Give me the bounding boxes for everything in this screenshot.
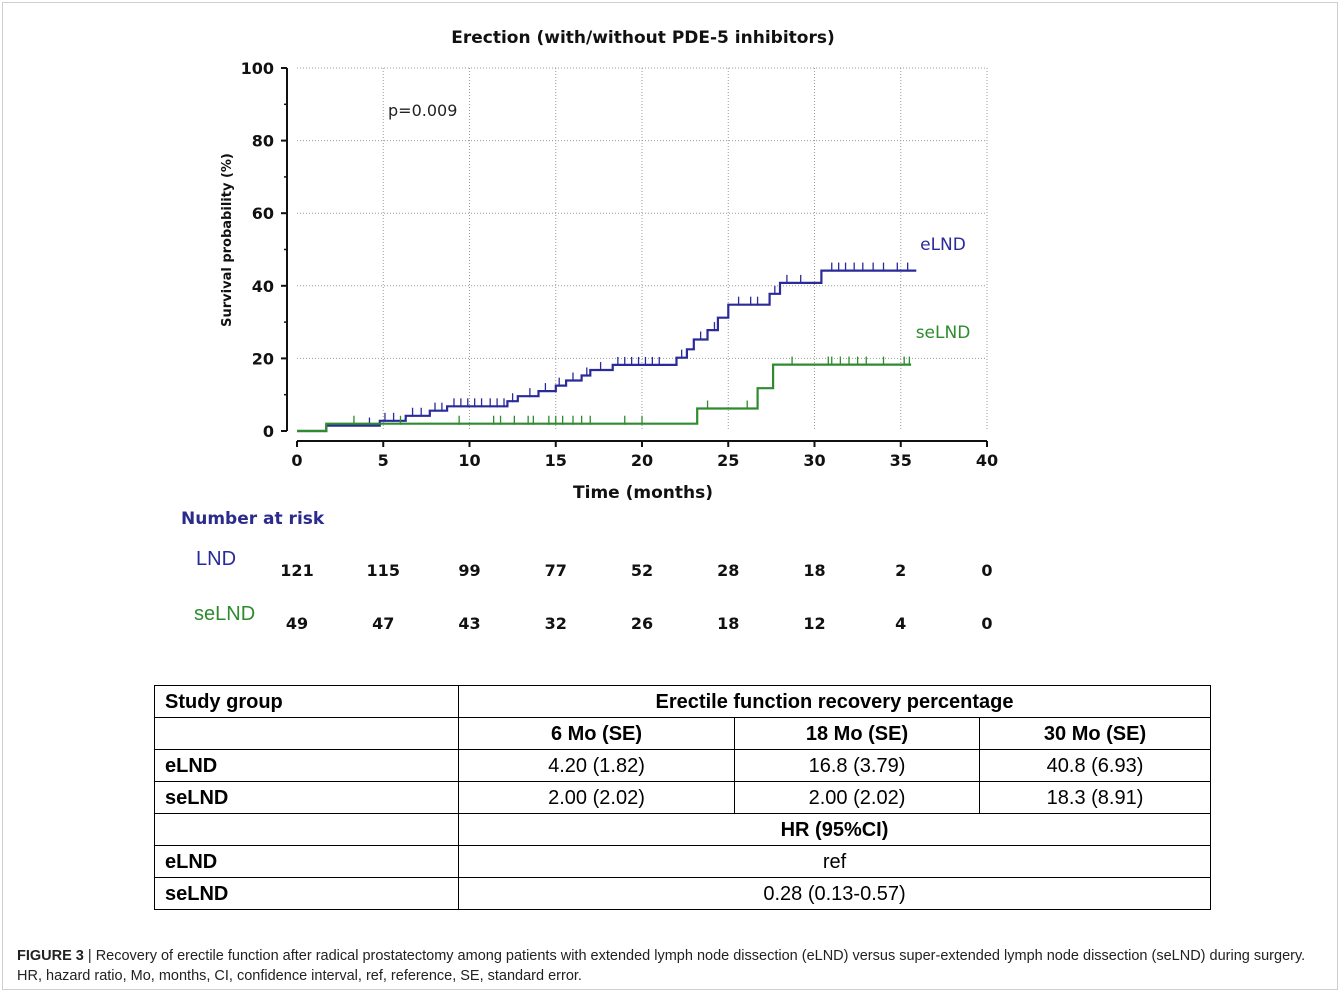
time-header-30mo: 30 Mo (SE) (978, 717, 1212, 750)
series-label-eLND: eLND (920, 235, 966, 255)
plot-axes: 0 20 40 60 80 100 0 5 10 15 20 25 30 35 40 (241, 59, 999, 470)
group-label: seLND (154, 781, 459, 814)
hr-header: HR (95%CI) (457, 813, 1212, 846)
km-curve-eLND (297, 269, 917, 433)
time-header-18mo: 18 Mo (SE) (734, 717, 980, 750)
risk-table-title: Number at risk (181, 509, 325, 529)
y-tick-label: 20 (252, 349, 274, 368)
y-tick-label: 0 (263, 422, 274, 441)
x-tick-label: 10 (458, 451, 480, 470)
risk-value: 0 (981, 614, 993, 633)
group-label: eLND (154, 845, 459, 878)
risk-value: 28 (717, 561, 740, 580)
figure-caption: FIGURE 3 | Recovery of erectile function… (17, 946, 1317, 986)
x-axis-label: Time (months) (573, 483, 713, 500)
y-tick-label: 60 (252, 204, 274, 223)
table-cell: 18.3 (8.91) (978, 781, 1212, 814)
risk-value: 12 (803, 614, 826, 633)
plot-grid (297, 67, 988, 431)
risk-value: 32 (544, 614, 567, 633)
results-table: Study group Erectile function recovery p… (154, 685, 1212, 910)
risk-value: 26 (630, 614, 654, 633)
y-tick-label: 40 (252, 277, 274, 296)
recovery-header: Erectile function recovery percentage (457, 685, 1212, 718)
table-row: eLND ref (154, 845, 1212, 878)
risk-value: 18 (803, 561, 826, 580)
risk-row-label-lnd: LND (196, 548, 237, 570)
hr-value: ref (457, 845, 1212, 878)
x-tick-label: 30 (803, 451, 825, 470)
risk-row-label-selnd: seLND (194, 603, 256, 625)
risk-value: 52 (630, 561, 654, 580)
x-tick-label: 35 (890, 451, 912, 470)
risk-value: 47 (372, 614, 395, 633)
y-axis-label: Survival probability (%) (220, 153, 235, 327)
x-tick-label: 0 (291, 451, 302, 470)
y-tick-label: 100 (241, 59, 274, 78)
risk-value: 115 (366, 561, 400, 580)
table-cell: 2.00 (2.02) (458, 781, 735, 814)
risk-value: 0 (981, 561, 993, 580)
risk-value: 121 (280, 561, 314, 580)
plot-series (297, 262, 917, 433)
x-tick-label: 40 (976, 451, 998, 470)
x-tick-label: 20 (631, 451, 653, 470)
hr-value: 0.28 (0.13-0.57) (457, 877, 1212, 910)
series-label-seLND: seLND (916, 323, 971, 343)
table-row: eLND 4.20 (1.82) 16.8 (3.79) 40.8 (6.93) (154, 749, 1212, 782)
empty-cell (154, 717, 459, 750)
x-tick-label: 5 (378, 451, 389, 470)
y-tick-label: 80 (252, 132, 274, 151)
table-cell: 16.8 (3.79) (734, 749, 980, 782)
risk-value: 43 (458, 614, 481, 633)
risk-value: 99 (458, 561, 481, 580)
table-row: seLND 0.28 (0.13-0.57) (154, 877, 1212, 910)
x-tick-label: 15 (545, 451, 567, 470)
empty-cell (154, 813, 459, 846)
p-value-annotation: p=0.009 (388, 101, 457, 120)
table-row: Study group Erectile function recovery p… (154, 685, 1212, 718)
risk-value: 49 (285, 614, 309, 633)
table-row: HR (95%CI) (154, 813, 1212, 846)
chart-title: Erection (with/without PDE-5 inhibitors) (451, 28, 835, 48)
table-row: 6 Mo (SE) 18 Mo (SE) 30 Mo (SE) (154, 717, 1212, 750)
table-row: seLND 2.00 (2.02) 2.00 (2.02) 18.3 (8.91… (154, 781, 1212, 814)
caption-text: | Recovery of erectile function after ra… (17, 948, 1306, 984)
table-cell: 2.00 (2.02) (734, 781, 980, 814)
risk-value: 77 (544, 561, 567, 580)
risk-value: 4 (895, 614, 907, 633)
group-label: seLND (154, 877, 459, 910)
caption-label: FIGURE 3 (17, 948, 84, 964)
study-group-header: Study group (154, 685, 459, 718)
risk-value: 2 (895, 561, 907, 580)
table-cell: 40.8 (6.93) (978, 749, 1212, 782)
km-curve-seLND (297, 363, 912, 433)
km-plot: 0 20 40 60 80 100 0 5 10 15 20 25 30 35 40 Erection (w… (220, 28, 999, 500)
risk-value: 18 (717, 614, 740, 633)
time-header-6mo: 6 Mo (SE) (458, 717, 735, 750)
group-label: eLND (154, 749, 459, 782)
x-tick-label: 25 (717, 451, 739, 470)
table-cell: 4.20 (1.82) (458, 749, 735, 782)
